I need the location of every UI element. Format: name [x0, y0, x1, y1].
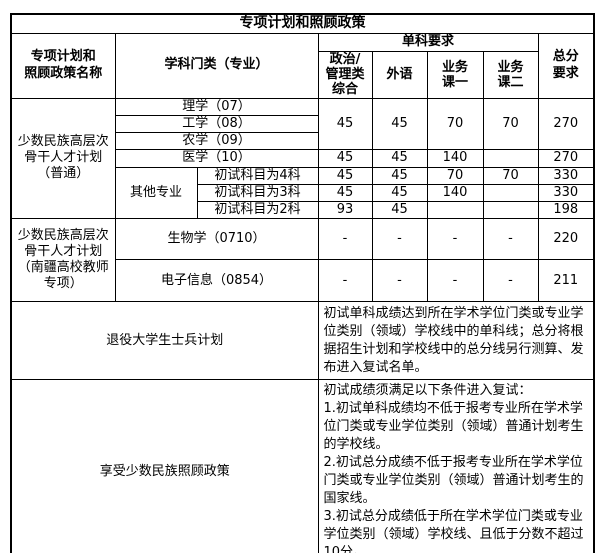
score-cell: 45 [317, 166, 373, 185]
score-cell: 70 [482, 166, 539, 185]
score-cell: - [371, 218, 428, 261]
title-row: 专项计划和照顾政策 [10, 13, 595, 34]
score-cell: 198 [537, 200, 595, 220]
score-cell: 45 [317, 97, 373, 151]
table-row: 工学（08） [11, 114, 594, 134]
header-foreign-language: 外语 [371, 50, 428, 99]
score-cell: 93 [317, 200, 373, 220]
header-business-course-2: 业务 课二 [482, 50, 539, 99]
score-cell: - [482, 259, 539, 303]
score-cell: 45 [371, 166, 428, 185]
subject-cell: 电子信息（0854） [114, 259, 319, 303]
header-subject-category: 学科门类（专业） [114, 32, 319, 99]
minority-preferential-policy-text: 初试成绩须满足以下条件进入复试： 1.初试单科成绩均不低于报考专业所在学术学位门… [317, 379, 595, 553]
subject-cell: 生物学（0710） [114, 218, 319, 261]
score-cell [426, 200, 484, 220]
plan-name-minority-general: 少数民族高层次 骨干人才计划 （普通） [10, 97, 116, 220]
score-cell [482, 183, 539, 203]
score-cell: 270 [537, 149, 595, 168]
table-row: 少数民族高层次 骨干人才计划 （普通） 理学（07） 45 45 70 70 2… [10, 97, 595, 220]
score-cell [482, 149, 539, 168]
table-row: 医学（10） 45 45 140 270 [11, 149, 595, 168]
exam-subjects-cell: 初试科目为3科 [196, 183, 319, 203]
table-row: 退役大学生士兵计划 初试单科成绩达到所在学术学位门类或专业学位类别（领域）学校线… [10, 301, 595, 381]
score-cell: 45 [317, 183, 373, 203]
score-cell: 140 [426, 149, 484, 168]
header-business-course-1: 业务 课一 [426, 50, 484, 99]
table-row: 电子信息（0854） - - - - 211 [11, 259, 595, 303]
header-row-2: 政治/ 管理类 综合 外语 业务 课一 业务 课二 [11, 50, 594, 99]
score-cell: 270 [537, 97, 595, 151]
table-row: 初试科目为2科 93 45 198 [11, 200, 595, 220]
subject-cell: 理学（07） [114, 97, 319, 116]
other-majors-cell: 其他专业 [114, 166, 198, 220]
special-plan-policy-table: 专项计划和照顾政策 专项计划和 照顾政策名称 学科门类（专业） 单科要求 总分 … [10, 13, 595, 553]
score-cell: 140 [426, 183, 484, 203]
score-cell: - [426, 218, 484, 261]
veteran-policy-text: 初试单科成绩达到所在学术学位门类或专业学位类别（领域）学校线中的单科线；总分将根… [317, 301, 595, 381]
table-row: 其他专业 初试科目为4科 45 45 70 70 330 [11, 166, 595, 220]
score-cell: 330 [537, 166, 595, 185]
header-total-score: 总分 要求 [537, 32, 595, 99]
score-cell: 45 [371, 97, 428, 151]
header-row-1: 专项计划和 照顾政策名称 学科门类（专业） 单科要求 总分 要求 [10, 32, 595, 99]
exam-subjects-cell: 初试科目为2科 [196, 200, 319, 220]
score-cell: 45 [317, 149, 373, 168]
table-row: 少数民族高层次 骨干人才计划 （南疆高校教师 专项） 生物学（0710） - -… [10, 218, 595, 303]
score-cell: 211 [537, 259, 595, 303]
score-cell: - [317, 218, 373, 261]
table-row: 初试科目为3科 45 45 140 330 [11, 183, 595, 203]
plan-name-minority-preferential: 享受少数民族照顾政策 [10, 379, 319, 553]
score-cell: 45 [371, 149, 428, 168]
subject-cell: 医学（10） [114, 149, 319, 168]
plan-name-veteran: 退役大学生士兵计划 [10, 301, 319, 381]
plan-name-minority-xinjiang: 少数民族高层次 骨干人才计划 （南疆高校教师 专项） [10, 218, 116, 303]
header-single-subject-requirement: 单科要求 [317, 32, 539, 52]
score-cell: - [482, 218, 539, 261]
score-cell: 45 [371, 183, 428, 203]
score-cell: 45 [371, 200, 428, 220]
score-cell: 70 [426, 166, 484, 185]
subject-cell: 工学（08） [114, 114, 319, 134]
score-cell [482, 200, 539, 220]
score-cell: - [371, 259, 428, 303]
table-row: 享受少数民族照顾政策 初试成绩须满足以下条件进入复试： 1.初试单科成绩均不低于… [10, 379, 595, 553]
score-cell: 220 [537, 218, 595, 261]
score-cell: - [426, 259, 484, 303]
score-cell: 70 [426, 97, 484, 151]
score-cell: 330 [537, 183, 595, 203]
table-row: 农学（09） [11, 131, 594, 151]
score-cell: - [317, 259, 373, 303]
header-plan-name: 专项计划和 照顾政策名称 [10, 32, 116, 99]
subject-cell: 农学（09） [114, 131, 319, 151]
score-cell: 70 [482, 97, 539, 151]
exam-subjects-cell: 初试科目为4科 [196, 166, 319, 185]
header-politics-management: 政治/ 管理类 综合 [317, 50, 373, 99]
table-title: 专项计划和照顾政策 [10, 13, 595, 34]
